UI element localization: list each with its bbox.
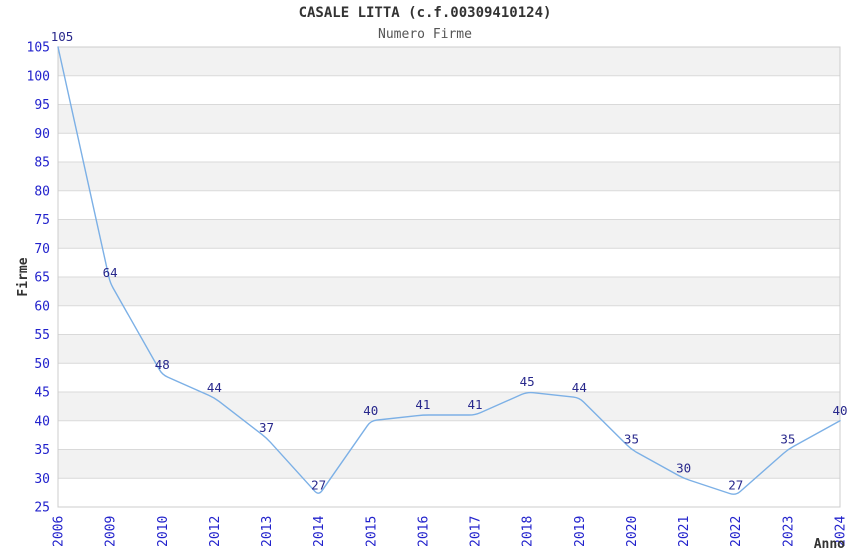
y-tick-label: 55 [34,328,50,343]
chart-title: CASALE LITTA (c.f.00309410124) [298,5,552,21]
data-point-label: 27 [311,478,326,493]
x-tick-label: 2023 [781,516,796,547]
grid-band [58,47,840,76]
grid-band [58,392,840,421]
x-axis-label: Anno [814,537,845,550]
y-tick-label: 35 [34,443,50,458]
y-tick-label: 50 [34,357,50,372]
x-tick-label: 2009 [104,516,119,547]
y-tick-label: 70 [34,242,50,257]
data-point-label: 40 [832,403,847,418]
x-tick-label: 2012 [208,516,223,547]
data-point-label: 105 [51,29,74,44]
y-axis-label: Firme [16,257,31,296]
y-tick-label: 85 [34,156,50,171]
data-point-label: 30 [676,460,691,475]
data-point-label: 40 [363,403,378,418]
x-tick-label: 2018 [521,516,536,547]
data-point-label: 27 [728,478,743,493]
x-tick-label: 2006 [52,516,67,547]
y-tick-label: 60 [34,299,50,314]
grid-band [58,277,840,306]
y-tick-label: 105 [27,41,50,56]
grid-band [58,449,840,479]
x-tick-label: 2024 [834,516,849,547]
grid-band [58,334,840,364]
plot-border [57,46,841,508]
y-tick-label: 100 [27,69,50,84]
data-point-label: 44 [207,380,222,395]
series-line [57,46,841,495]
x-tick-label: 2022 [729,516,744,547]
data-point-label: 35 [780,432,795,447]
x-tick-label: 2021 [677,516,692,547]
y-tick-label: 95 [34,98,50,113]
grid-band [58,104,840,134]
y-tick-label: 45 [34,386,50,401]
y-tick-label: 65 [34,271,50,286]
y-tick-label: 25 [34,501,50,516]
data-point-label: 64 [103,265,118,280]
chart-subtitle: Numero Firme [378,27,472,42]
data-point-label: 35 [624,432,639,447]
y-tick-label: 30 [34,472,50,487]
y-tick-label: 40 [34,414,50,429]
data-point-label: 44 [572,380,587,395]
y-tick-label: 75 [34,213,50,228]
x-tick-label: 2010 [156,516,171,547]
data-point-label: 48 [155,357,170,372]
x-tick-label: 2015 [364,516,379,547]
data-point-label: 45 [520,374,535,389]
x-tick-label: 2019 [573,516,588,547]
x-tick-label: 2017 [469,516,484,547]
grid-band [58,162,840,191]
x-tick-label: 2020 [625,516,640,547]
x-tick-label: 2013 [260,516,275,547]
x-tick-label: 2014 [312,516,327,547]
y-tick-label: 90 [34,127,50,142]
data-point-label: 37 [259,420,274,435]
data-point-label: 41 [468,397,483,412]
y-tick-label: 80 [34,184,50,199]
data-point-label: 41 [415,397,430,412]
x-tick-label: 2016 [416,516,431,547]
grid-band [58,219,840,249]
